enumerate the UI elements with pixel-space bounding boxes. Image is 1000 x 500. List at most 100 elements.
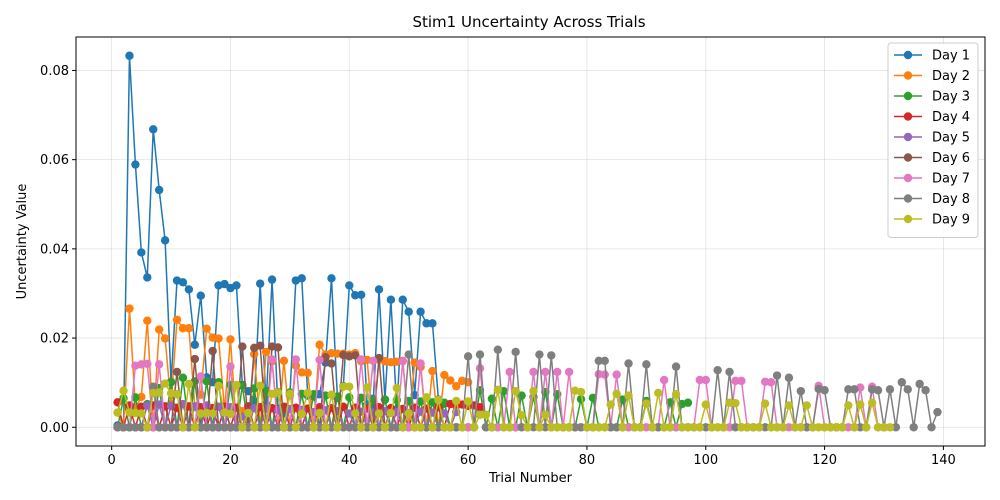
data-point bbox=[576, 423, 586, 432]
data-point bbox=[143, 423, 152, 432]
data-point bbox=[160, 423, 170, 432]
data-point bbox=[351, 409, 360, 418]
data-point bbox=[612, 423, 621, 432]
data-point bbox=[226, 409, 235, 419]
plot-area bbox=[113, 51, 942, 432]
data-point bbox=[891, 423, 901, 432]
data-point bbox=[481, 423, 491, 432]
data-point bbox=[879, 423, 889, 432]
legend-box bbox=[887, 42, 979, 238]
data-point bbox=[452, 396, 461, 406]
data-point bbox=[463, 397, 473, 406]
legend-swatch-marker bbox=[903, 91, 913, 101]
data-point bbox=[558, 423, 568, 432]
data-point bbox=[404, 350, 413, 359]
data-point bbox=[553, 423, 562, 432]
data-point bbox=[291, 423, 301, 432]
legend-swatch-marker bbox=[903, 194, 913, 203]
data-point bbox=[196, 291, 205, 300]
legend-swatch-marker bbox=[903, 153, 913, 162]
data-point bbox=[362, 423, 372, 432]
data-point bbox=[511, 386, 520, 396]
data-point bbox=[701, 423, 710, 432]
legend-item: Day 9 bbox=[894, 213, 970, 228]
data-point bbox=[440, 423, 449, 432]
data-point bbox=[808, 423, 817, 432]
data-point bbox=[398, 357, 407, 366]
data-point bbox=[784, 423, 794, 432]
data-point bbox=[172, 367, 182, 377]
data-point bbox=[784, 373, 794, 382]
data-point bbox=[428, 423, 437, 432]
legend-item: Day 8 bbox=[894, 192, 970, 207]
data-point bbox=[475, 364, 485, 373]
data-point bbox=[422, 319, 431, 328]
legend-item: Day 3 bbox=[894, 90, 970, 105]
data-point bbox=[137, 423, 146, 432]
data-point bbox=[463, 423, 473, 432]
data-point bbox=[677, 423, 687, 432]
data-point bbox=[606, 400, 615, 409]
data-point bbox=[255, 341, 265, 350]
data-point bbox=[416, 359, 425, 368]
data-point bbox=[493, 385, 503, 395]
data-point bbox=[285, 389, 295, 399]
data-point bbox=[196, 372, 205, 381]
data-point bbox=[582, 423, 592, 432]
data-point bbox=[725, 423, 734, 432]
data-point bbox=[760, 399, 770, 408]
data-point bbox=[850, 385, 859, 394]
data-point bbox=[903, 385, 912, 394]
data-point bbox=[255, 279, 265, 288]
x-tick-label: 100 bbox=[693, 453, 718, 468]
data-point bbox=[166, 423, 176, 432]
data-point bbox=[695, 423, 705, 432]
data-point bbox=[244, 423, 253, 432]
x-tick-label: 20 bbox=[222, 453, 239, 468]
data-point bbox=[220, 423, 229, 432]
data-point bbox=[143, 273, 152, 282]
data-point bbox=[208, 409, 217, 418]
data-point bbox=[766, 378, 776, 387]
y-tick-label: 0.00 bbox=[40, 421, 69, 436]
data-point bbox=[190, 340, 200, 349]
data-point bbox=[356, 290, 366, 299]
data-point bbox=[428, 319, 437, 328]
data-point bbox=[368, 423, 378, 432]
data-point bbox=[143, 401, 152, 410]
data-point bbox=[392, 383, 402, 393]
data-point bbox=[398, 295, 407, 304]
legend-item: Day 4 bbox=[894, 110, 970, 125]
data-point bbox=[119, 386, 128, 395]
data-point bbox=[416, 423, 425, 432]
data-point bbox=[297, 423, 306, 432]
data-point bbox=[885, 423, 895, 432]
data-point bbox=[351, 423, 360, 432]
data-point bbox=[802, 423, 811, 432]
y-tick-label: 0.06 bbox=[40, 153, 69, 168]
data-point bbox=[172, 423, 182, 432]
data-point bbox=[202, 377, 211, 386]
data-point bbox=[303, 423, 312, 432]
x-axis-label: Trial Number bbox=[488, 471, 573, 486]
data-point bbox=[113, 408, 122, 417]
data-point bbox=[327, 423, 336, 432]
data-point bbox=[339, 382, 348, 391]
data-point bbox=[250, 423, 259, 432]
data-point bbox=[850, 423, 859, 432]
data-point bbox=[244, 408, 253, 418]
data-point bbox=[487, 423, 497, 432]
legend-item: Day 7 bbox=[894, 172, 970, 187]
data-point bbox=[255, 381, 265, 390]
data-point bbox=[345, 423, 354, 432]
data-point bbox=[362, 383, 372, 392]
data-point bbox=[505, 423, 514, 432]
legend-label: Day 6 bbox=[932, 151, 970, 166]
data-point bbox=[434, 423, 443, 432]
data-point bbox=[345, 281, 354, 290]
data-point bbox=[701, 375, 710, 385]
x-tick-label: 0 bbox=[108, 453, 116, 468]
data-point bbox=[172, 315, 182, 324]
data-point bbox=[226, 423, 235, 432]
x-tick-label: 80 bbox=[579, 453, 596, 468]
